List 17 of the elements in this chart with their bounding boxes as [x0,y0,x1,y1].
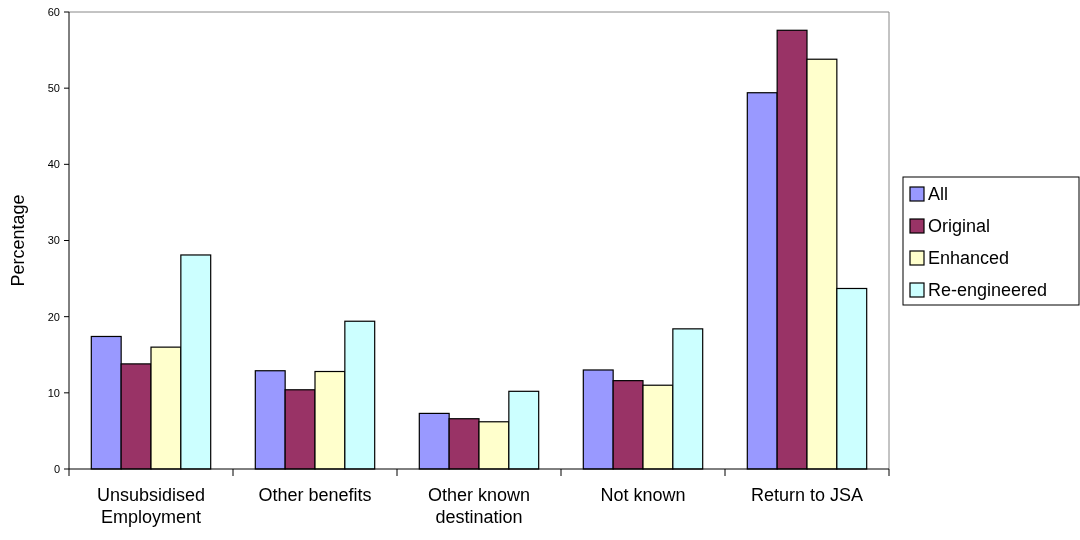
y-axis-title: Percentage [8,194,28,287]
y-tick-label: 0 [53,462,60,475]
legend-label: Re-engineered [928,280,1048,301]
y-tick-label: 30 [47,234,60,247]
y-tick-label: 60 [47,5,60,18]
x-tick-label: Other benefits [258,485,372,505]
x-tick-label: Not known [600,485,686,505]
y-tick-label: 40 [47,158,60,171]
y-tick-label: 10 [47,386,60,399]
legend-label: Original [928,216,991,237]
x-tick-label: Unsubsidised Employment [96,485,206,527]
legend-label: Enhanced [928,248,1010,269]
legend-label: All [928,184,949,205]
x-tick-label: Return to JSA [750,485,864,505]
y-tick-label: 20 [47,310,60,323]
y-tick-label: 50 [47,82,60,95]
x-tick-label: Other known destination [427,485,531,527]
